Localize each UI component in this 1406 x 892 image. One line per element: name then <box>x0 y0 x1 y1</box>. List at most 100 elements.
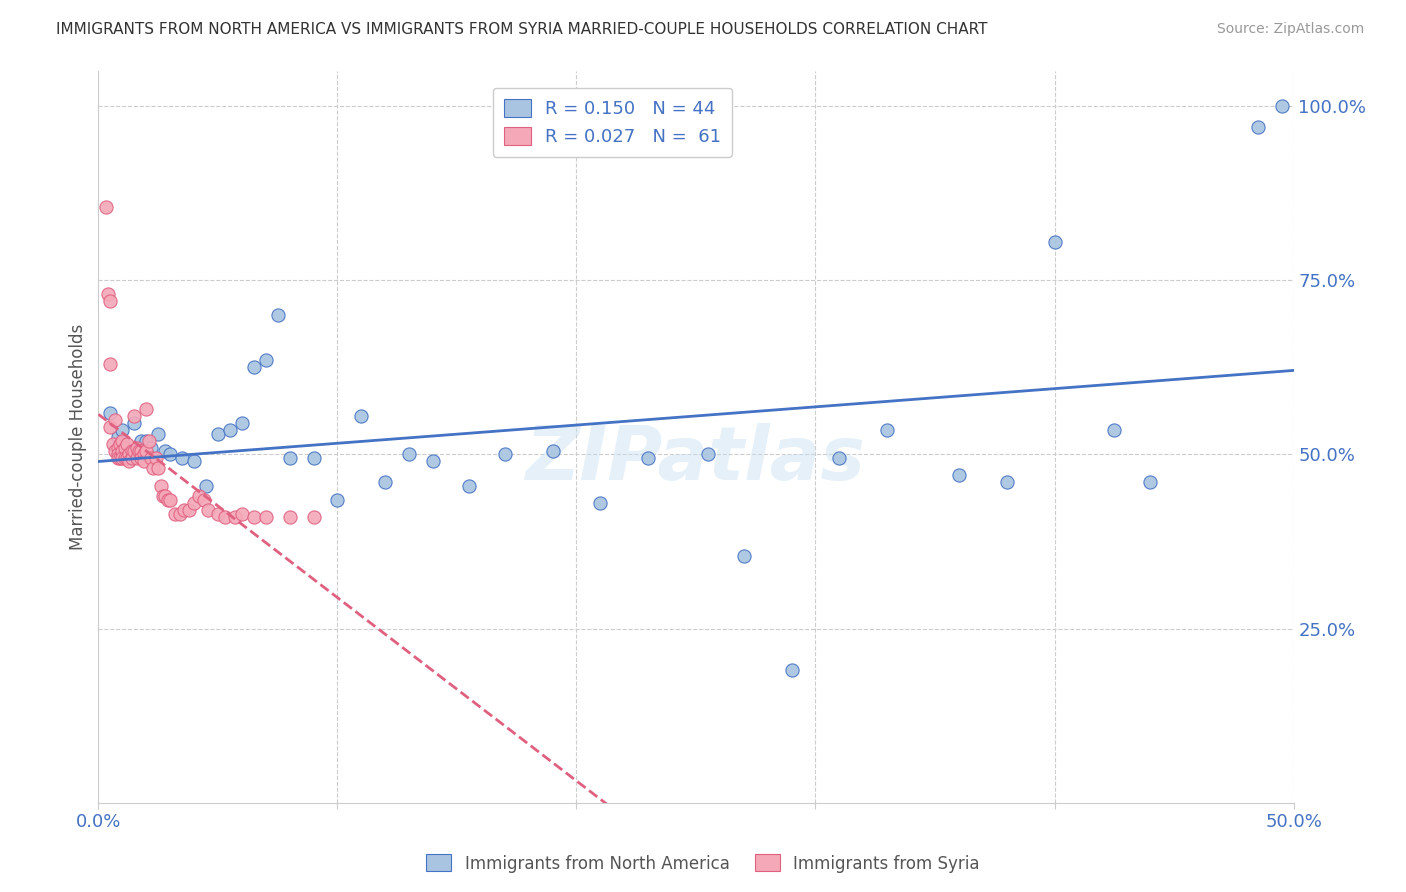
Point <box>124 416 146 430</box>
Point <box>118 454 141 468</box>
Point <box>148 461 170 475</box>
Point <box>111 450 134 465</box>
Point <box>121 444 143 458</box>
Point <box>194 479 218 493</box>
Point <box>107 441 129 455</box>
Point <box>155 489 177 503</box>
Point <box>254 353 277 368</box>
Point <box>131 450 153 465</box>
Point <box>302 510 325 524</box>
Point <box>243 510 266 524</box>
Point <box>131 444 153 458</box>
Point <box>1271 99 1294 113</box>
Point <box>183 454 205 468</box>
Point <box>152 489 174 503</box>
Point <box>104 444 127 458</box>
Point <box>243 360 266 375</box>
Point <box>231 416 253 430</box>
Legend: Immigrants from North America, Immigrants from Syria: Immigrants from North America, Immigrant… <box>420 847 986 880</box>
Point <box>115 450 138 465</box>
Point <box>124 444 146 458</box>
Point <box>828 450 851 465</box>
Point <box>267 308 290 322</box>
Point <box>163 507 186 521</box>
Point <box>876 423 898 437</box>
Point <box>98 294 122 309</box>
Point <box>104 412 127 426</box>
Point <box>159 448 181 462</box>
Legend: R = 0.150   N = 44, R = 0.027   N =  61: R = 0.150 N = 44, R = 0.027 N = 61 <box>492 87 733 157</box>
Point <box>124 409 146 424</box>
Point <box>173 503 195 517</box>
Point <box>159 492 181 507</box>
Point <box>98 406 122 420</box>
Point <box>108 450 131 465</box>
Point <box>97 287 120 301</box>
Point <box>142 461 165 475</box>
Point <box>214 510 236 524</box>
Point <box>183 496 205 510</box>
Point <box>108 437 131 451</box>
Point <box>733 549 755 563</box>
Point <box>219 423 242 437</box>
Point <box>107 448 129 462</box>
Point <box>995 475 1018 490</box>
Point <box>278 450 301 465</box>
Point <box>128 444 150 458</box>
Point <box>115 448 138 462</box>
Point <box>121 450 143 465</box>
Point <box>138 434 160 448</box>
Point <box>780 664 803 678</box>
Point <box>132 448 155 462</box>
Point <box>398 448 420 462</box>
Point <box>224 510 246 524</box>
Point <box>350 409 373 424</box>
Point <box>149 479 172 493</box>
Point <box>1246 120 1268 134</box>
Point <box>494 448 516 462</box>
Point <box>155 444 177 458</box>
Point <box>697 448 720 462</box>
Point <box>1043 235 1066 249</box>
Point <box>207 507 229 521</box>
Text: Source: ZipAtlas.com: Source: ZipAtlas.com <box>1216 22 1364 37</box>
Point <box>125 450 148 465</box>
Point <box>139 441 162 455</box>
Point <box>1139 475 1161 490</box>
Point <box>169 507 191 521</box>
Point <box>637 450 659 465</box>
Point <box>107 450 129 465</box>
Point <box>135 402 157 417</box>
Point <box>135 434 157 448</box>
Point <box>135 444 157 458</box>
Point <box>207 426 229 441</box>
Point <box>98 419 122 434</box>
Point <box>458 479 481 493</box>
Point <box>374 475 396 490</box>
Point <box>132 454 155 468</box>
Point <box>172 450 194 465</box>
Point <box>197 503 219 517</box>
Point <box>98 357 122 371</box>
Point <box>156 492 179 507</box>
Point <box>148 426 170 441</box>
Point <box>326 492 349 507</box>
Point <box>1102 423 1125 437</box>
Point <box>111 444 134 458</box>
Point <box>139 450 162 465</box>
Point <box>111 434 134 448</box>
Point <box>193 492 215 507</box>
Point <box>541 444 564 458</box>
Point <box>114 441 136 455</box>
Point <box>302 450 325 465</box>
Point <box>278 510 301 524</box>
Point <box>231 507 253 521</box>
Point <box>118 448 141 462</box>
Point <box>422 454 444 468</box>
Point <box>179 503 201 517</box>
Point <box>589 496 612 510</box>
Point <box>101 437 124 451</box>
Point <box>131 434 153 448</box>
Point <box>107 430 129 444</box>
Text: ZIPatlas: ZIPatlas <box>526 423 866 496</box>
